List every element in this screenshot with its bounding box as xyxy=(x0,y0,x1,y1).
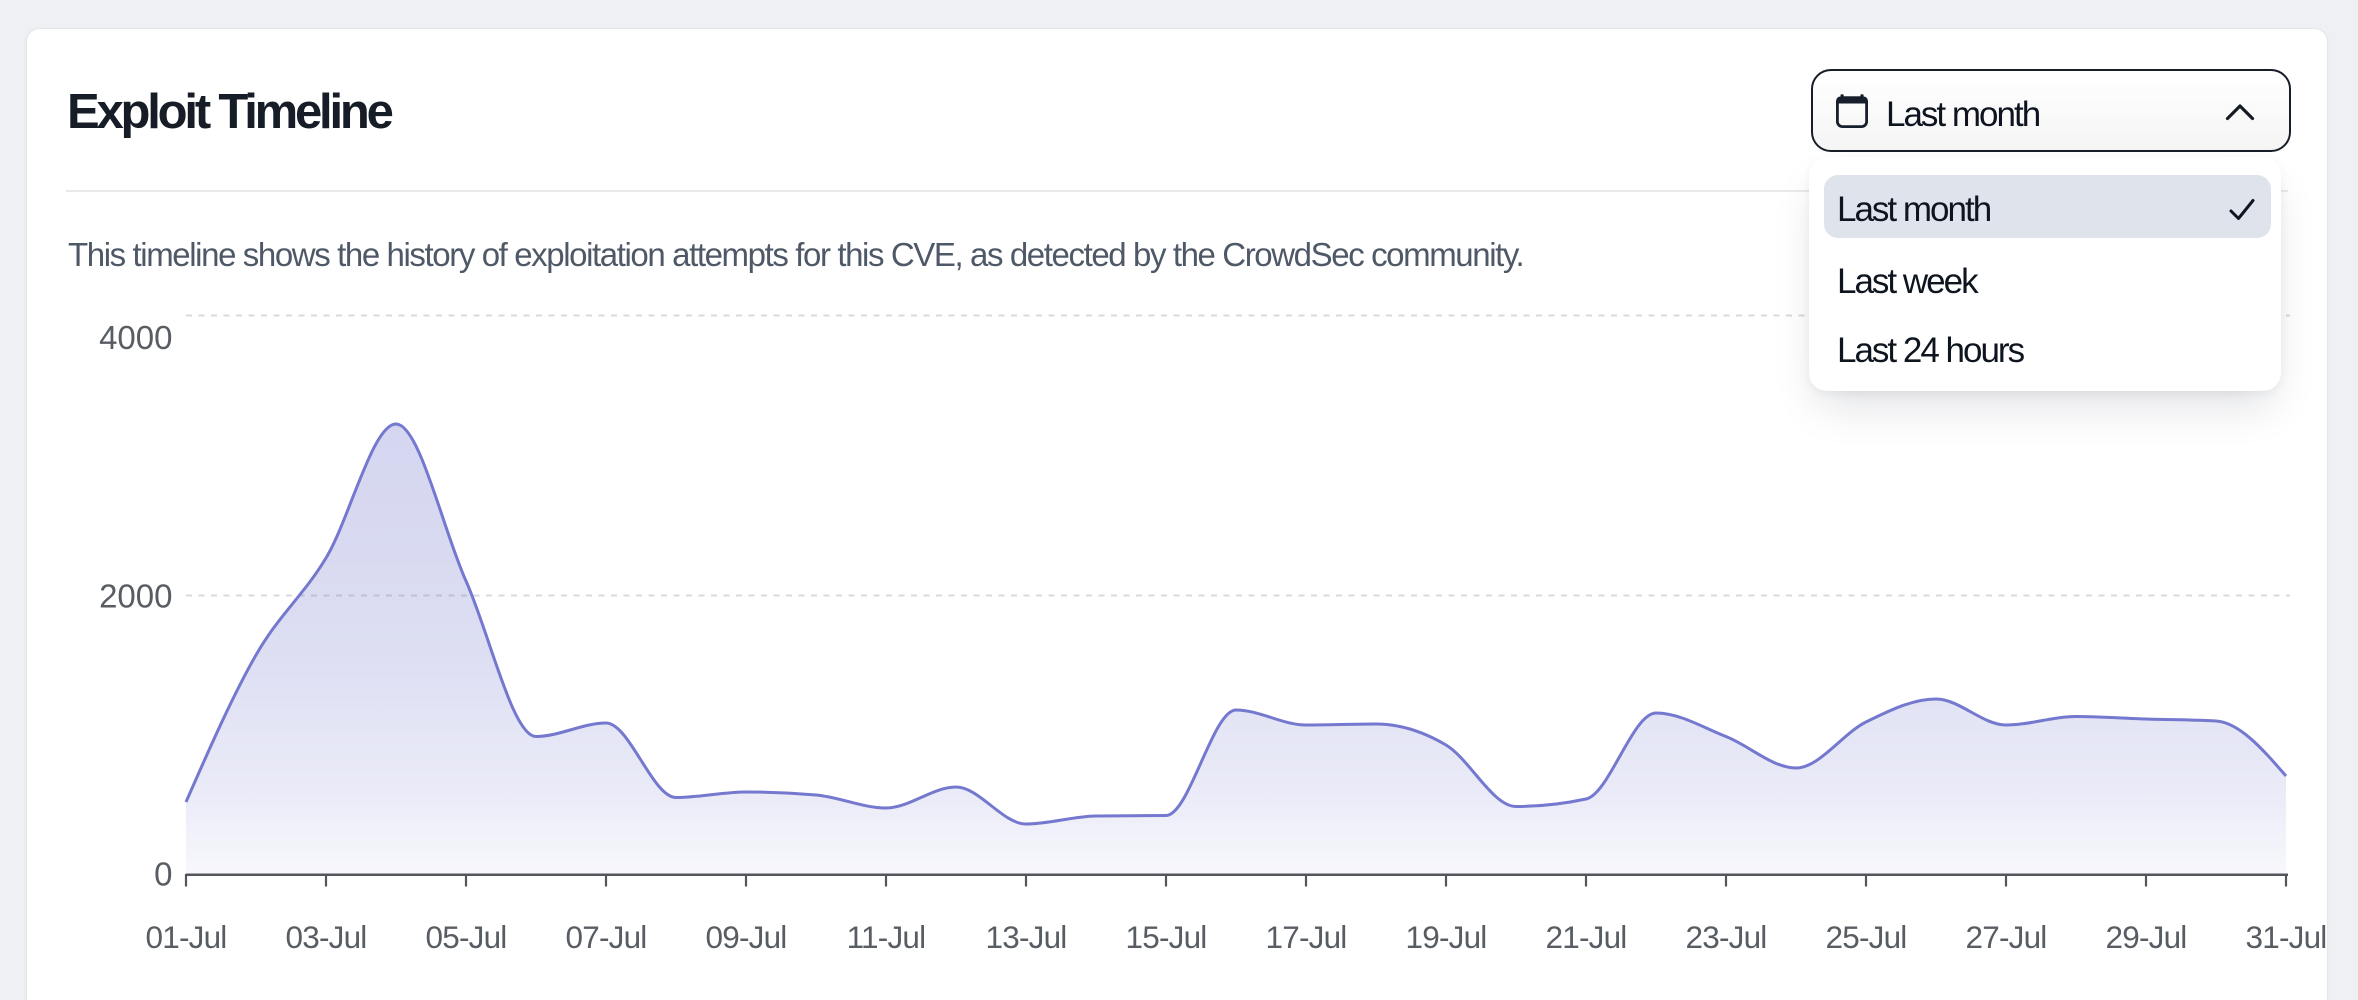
svg-text:05-Jul: 05-Jul xyxy=(426,919,507,955)
svg-text:07-Jul: 07-Jul xyxy=(566,919,647,955)
svg-text:11-Jul: 11-Jul xyxy=(847,919,926,955)
svg-text:29-Jul: 29-Jul xyxy=(2106,919,2187,955)
svg-text:03-Jul: 03-Jul xyxy=(286,919,367,955)
svg-text:23-Jul: 23-Jul xyxy=(1686,919,1767,955)
svg-text:2000: 2000 xyxy=(99,578,172,615)
svg-text:01-Jul: 01-Jul xyxy=(146,919,227,955)
svg-text:4000: 4000 xyxy=(99,319,172,356)
svg-text:21-Jul: 21-Jul xyxy=(1546,919,1627,955)
svg-text:27-Jul: 27-Jul xyxy=(1966,919,2047,955)
svg-text:25-Jul: 25-Jul xyxy=(1826,919,1907,955)
svg-text:09-Jul: 09-Jul xyxy=(706,919,787,955)
svg-text:0: 0 xyxy=(154,856,172,893)
svg-text:15-Jul: 15-Jul xyxy=(1126,919,1207,955)
svg-text:31-Jul: 31-Jul xyxy=(2246,919,2327,955)
svg-text:13-Jul: 13-Jul xyxy=(986,919,1067,955)
svg-text:17-Jul: 17-Jul xyxy=(1266,919,1347,955)
svg-text:19-Jul: 19-Jul xyxy=(1406,919,1487,955)
